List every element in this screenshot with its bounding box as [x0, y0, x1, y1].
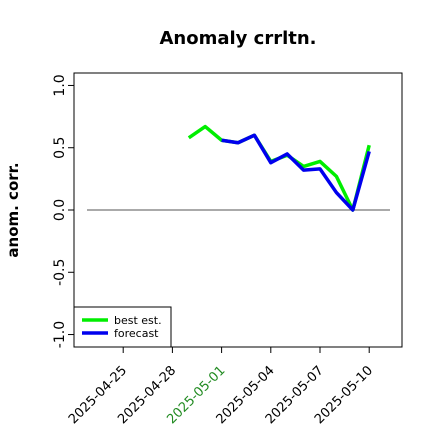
y-tick-label: -1.0 — [52, 321, 68, 348]
legend-box — [73, 306, 172, 348]
y-tick-label: 0.0 — [52, 199, 68, 221]
series-line — [221, 133, 371, 212]
y-tick-label: -0.5 — [52, 259, 68, 286]
chart-title: Anomaly crrltn. — [159, 28, 316, 49]
legend-label: best est. — [114, 314, 162, 327]
y-axis-label: anom. corr. — [4, 162, 22, 257]
y-tick-label: 1.0 — [52, 74, 68, 96]
legend-label: forecast — [114, 327, 159, 340]
y-tick-label: 0.5 — [52, 137, 68, 159]
